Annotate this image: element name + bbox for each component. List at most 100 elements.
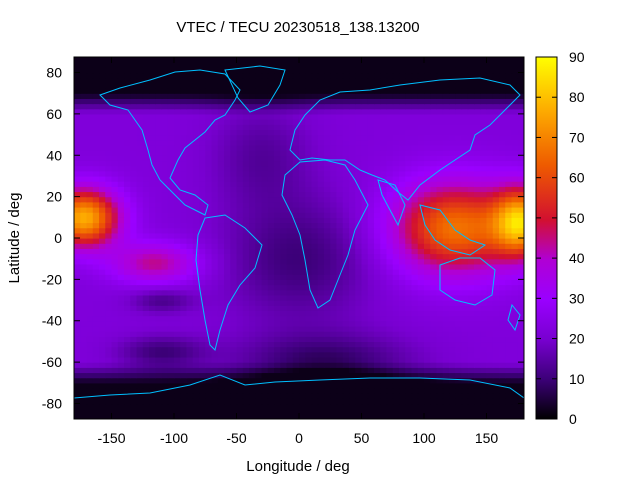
heatmap-cell (199, 341, 206, 348)
heatmap-cell (205, 263, 213, 270)
heatmap-cell (455, 300, 463, 306)
heatmap-cell (130, 243, 138, 249)
heatmap-cell (186, 263, 194, 270)
heatmap-cell (417, 315, 425, 322)
heatmap-cell (199, 387, 206, 394)
heatmap-cell (349, 331, 356, 337)
heatmap-cell (324, 413, 331, 419)
heatmap-cell (255, 175, 263, 182)
heatmap-cell (467, 274, 475, 280)
heatmap-cell (474, 253, 481, 260)
heatmap-cell (317, 232, 325, 239)
heatmap-cell (74, 408, 81, 415)
heatmap-cell (199, 362, 206, 368)
heatmap-cell (136, 93, 144, 99)
heatmap-cell (142, 175, 150, 182)
heatmap-cell (267, 382, 275, 389)
heatmap-cell (274, 175, 281, 182)
heatmap-cell (286, 113, 294, 120)
heatmap-cell (155, 160, 163, 167)
heatmap-cell (517, 227, 524, 234)
heatmap-cell (330, 201, 338, 208)
heatmap-cell (161, 238, 169, 244)
heatmap-cell (461, 113, 469, 120)
heatmap-cell (517, 387, 524, 394)
heatmap-cell (380, 248, 388, 255)
heatmap-cell (417, 377, 425, 384)
heatmap-cell (299, 413, 306, 419)
heatmap-cell (399, 377, 406, 384)
heatmap-cell (111, 413, 119, 419)
heatmap-cell (117, 139, 125, 146)
heatmap-cell (130, 62, 138, 68)
heatmap-cell (217, 367, 225, 374)
heatmap-cell (280, 320, 288, 327)
heatmap-cell (267, 269, 275, 275)
heatmap-cell (317, 217, 325, 224)
heatmap-cell (111, 289, 119, 296)
heatmap-cell (174, 408, 181, 415)
heatmap-cell (336, 346, 344, 353)
heatmap-cell (192, 325, 200, 332)
heatmap-cell (336, 341, 344, 348)
heatmap-cell (324, 196, 331, 203)
heatmap-cell (274, 160, 281, 167)
heatmap-cell (211, 129, 219, 136)
heatmap-cell (499, 387, 506, 394)
heatmap-cell (111, 170, 119, 177)
heatmap-cell (74, 175, 81, 182)
heatmap-cell (505, 222, 513, 229)
heatmap-cell (499, 72, 506, 79)
heatmap-cell (111, 150, 119, 156)
heatmap-cell (436, 191, 444, 198)
heatmap-cell (142, 150, 150, 156)
heatmap-cell (399, 72, 406, 79)
heatmap-cell (405, 191, 413, 198)
heatmap-cell (399, 150, 406, 156)
heatmap-cell (330, 279, 338, 286)
heatmap-cell (411, 212, 419, 218)
heatmap-cell (255, 103, 263, 110)
heatmap-cell (92, 67, 100, 74)
heatmap-cell (167, 62, 175, 68)
heatmap-cell (324, 72, 331, 79)
heatmap-cell (467, 93, 475, 99)
heatmap-cell (180, 181, 188, 187)
heatmap-cell (86, 248, 94, 255)
heatmap-cell (467, 72, 475, 79)
heatmap-cell (417, 119, 425, 125)
heatmap-cell (136, 393, 144, 399)
heatmap-cell (305, 362, 313, 368)
heatmap-cell (436, 103, 444, 110)
heatmap-cell (80, 387, 88, 394)
heatmap-cell (174, 258, 181, 265)
heatmap-cell (124, 62, 131, 68)
heatmap-cell (467, 243, 475, 249)
heatmap-cell (124, 382, 131, 389)
heatmap-cell (199, 408, 206, 415)
heatmap-cell (136, 217, 144, 224)
heatmap-cell (117, 408, 125, 415)
heatmap-cell (242, 294, 250, 301)
heatmap-cell (455, 175, 463, 182)
heatmap-cell (142, 315, 150, 322)
heatmap-cell (517, 191, 524, 198)
heatmap-cell (311, 170, 319, 177)
heatmap-cell (280, 284, 288, 291)
heatmap-cell (105, 196, 113, 203)
heatmap-cell (161, 289, 169, 296)
heatmap-cell (211, 382, 219, 389)
heatmap-cell (117, 232, 125, 239)
heatmap-cell (442, 217, 450, 224)
heatmap-cell (430, 413, 438, 419)
heatmap-cell (136, 57, 144, 63)
heatmap-cell (474, 243, 481, 249)
heatmap-cell (386, 356, 394, 363)
heatmap-cell (455, 67, 463, 74)
heatmap-cell (142, 258, 150, 265)
heatmap-cell (311, 336, 319, 343)
heatmap-cell (230, 346, 238, 353)
heatmap-cell (105, 108, 113, 115)
heatmap-cell (411, 300, 419, 306)
heatmap-cell (236, 269, 244, 275)
